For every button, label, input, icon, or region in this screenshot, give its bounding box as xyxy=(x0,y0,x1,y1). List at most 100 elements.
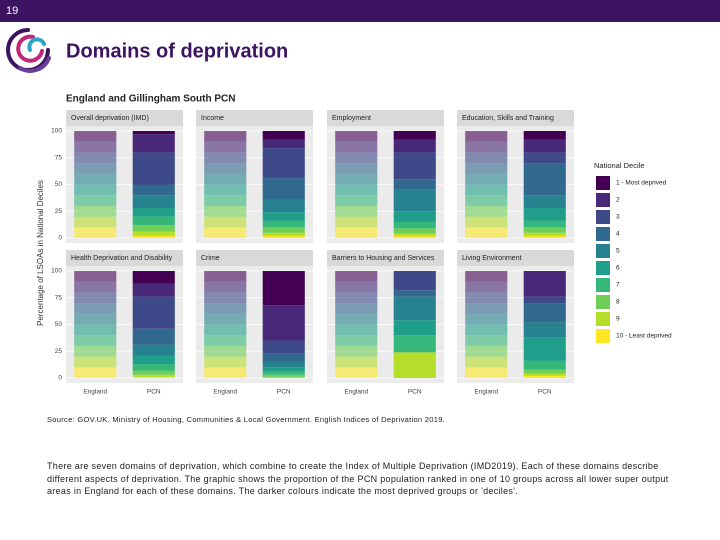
bar-segment xyxy=(465,227,508,238)
legend-label: 4 xyxy=(616,231,620,238)
panel-title: Health Deprivation and Disability xyxy=(71,255,173,262)
bar-segment xyxy=(132,370,175,375)
strip xyxy=(457,110,574,126)
slide-title: Domains of deprivation xyxy=(66,40,288,62)
bar-segment xyxy=(335,131,378,142)
bar-segment xyxy=(393,179,436,190)
y-tick-label: 75 xyxy=(55,154,63,161)
bar-segment xyxy=(262,376,305,378)
bar-segment xyxy=(523,139,566,153)
bar-segment xyxy=(335,356,378,368)
x-tick-label: England xyxy=(474,389,498,396)
bar-segment xyxy=(74,356,117,368)
bar-segment xyxy=(523,235,566,238)
panel-title: Income xyxy=(201,115,224,122)
bar-segment xyxy=(523,296,566,304)
strip xyxy=(457,250,574,266)
bar-segment xyxy=(132,328,175,345)
bar-segment xyxy=(465,216,508,228)
y-tick-label: 50 xyxy=(55,321,63,328)
legend-swatch xyxy=(596,312,610,326)
bar-segment xyxy=(132,283,175,297)
bar-segment xyxy=(204,367,247,378)
bar-segment xyxy=(393,189,436,212)
bar-segment xyxy=(74,216,117,228)
legend-swatch xyxy=(596,278,610,292)
bar-segment xyxy=(335,303,378,314)
strip xyxy=(66,110,183,126)
bar-segment xyxy=(204,141,247,153)
bar-segment xyxy=(262,148,305,179)
bar-segment xyxy=(335,141,378,153)
bar-segment xyxy=(74,131,117,142)
bar-segment xyxy=(393,296,436,321)
bar-segment xyxy=(465,271,508,282)
bar-segment xyxy=(262,199,305,213)
x-tick-label: England xyxy=(344,389,368,396)
bar-segment xyxy=(204,216,247,228)
bar-segment xyxy=(335,313,378,325)
bar-segment xyxy=(204,205,247,217)
bar-segment xyxy=(523,337,566,361)
y-axis-label: Percentage of LSOAs in National Deciles xyxy=(36,180,45,326)
bar-segment xyxy=(465,324,508,336)
x-tick-label: PCN xyxy=(408,389,422,396)
bar-segment xyxy=(74,141,117,153)
logo xyxy=(6,28,51,73)
y-tick-label: 0 xyxy=(58,375,62,382)
bar-segment xyxy=(74,205,117,217)
bar-segment xyxy=(393,131,436,140)
bar-segment xyxy=(465,205,508,217)
bar-segment xyxy=(204,184,247,196)
bar-segment xyxy=(393,290,436,297)
bar-segment xyxy=(523,152,566,164)
bar-segment xyxy=(465,303,508,314)
bar-segment xyxy=(335,173,378,185)
bar-segment xyxy=(262,139,305,149)
bar-segment xyxy=(262,220,305,228)
bar-segment xyxy=(465,367,508,378)
bar-segment xyxy=(262,374,305,377)
bar-segment xyxy=(465,141,508,153)
bar-segment xyxy=(74,281,117,293)
bar-segment xyxy=(262,212,305,221)
bar-segment xyxy=(335,367,378,378)
bar-segment xyxy=(262,227,305,233)
legend-swatch xyxy=(596,295,610,309)
bar-segment xyxy=(335,292,378,304)
bar-segment xyxy=(262,235,305,238)
bar-segment xyxy=(74,173,117,185)
bar-segment xyxy=(74,163,117,174)
panel-title: Education, Skills and Training xyxy=(462,115,554,122)
figure-title: England and Gillingham South PCN xyxy=(66,94,235,105)
bar-segment xyxy=(204,173,247,185)
legend-label: 3 xyxy=(616,214,620,221)
bar-segment xyxy=(262,353,305,362)
bar-segment xyxy=(335,345,378,357)
top-bar xyxy=(0,0,720,22)
bar-segment xyxy=(393,335,436,353)
bar-segment xyxy=(393,221,436,229)
legend-label: 10 - Least deprived xyxy=(616,333,672,340)
x-tick-label: England xyxy=(213,389,237,396)
bar-segment xyxy=(465,152,508,164)
legend-swatch xyxy=(596,329,610,343)
bar-segment xyxy=(204,313,247,325)
bar-segment xyxy=(204,303,247,314)
legend-swatch xyxy=(596,261,610,275)
strip xyxy=(196,110,313,126)
bar-segment xyxy=(262,178,305,200)
bar-segment xyxy=(335,324,378,336)
bar-segment xyxy=(132,355,175,365)
bar-segment xyxy=(132,376,175,378)
strip xyxy=(327,110,444,126)
legend-title: National Decile xyxy=(594,161,644,170)
bar-segment xyxy=(204,195,247,206)
bar-segment xyxy=(132,344,175,356)
bar-segment xyxy=(335,184,378,196)
bar-segment xyxy=(132,296,175,329)
bar-segment xyxy=(465,335,508,346)
bar-segment xyxy=(335,163,378,174)
bar-segment xyxy=(393,352,436,378)
